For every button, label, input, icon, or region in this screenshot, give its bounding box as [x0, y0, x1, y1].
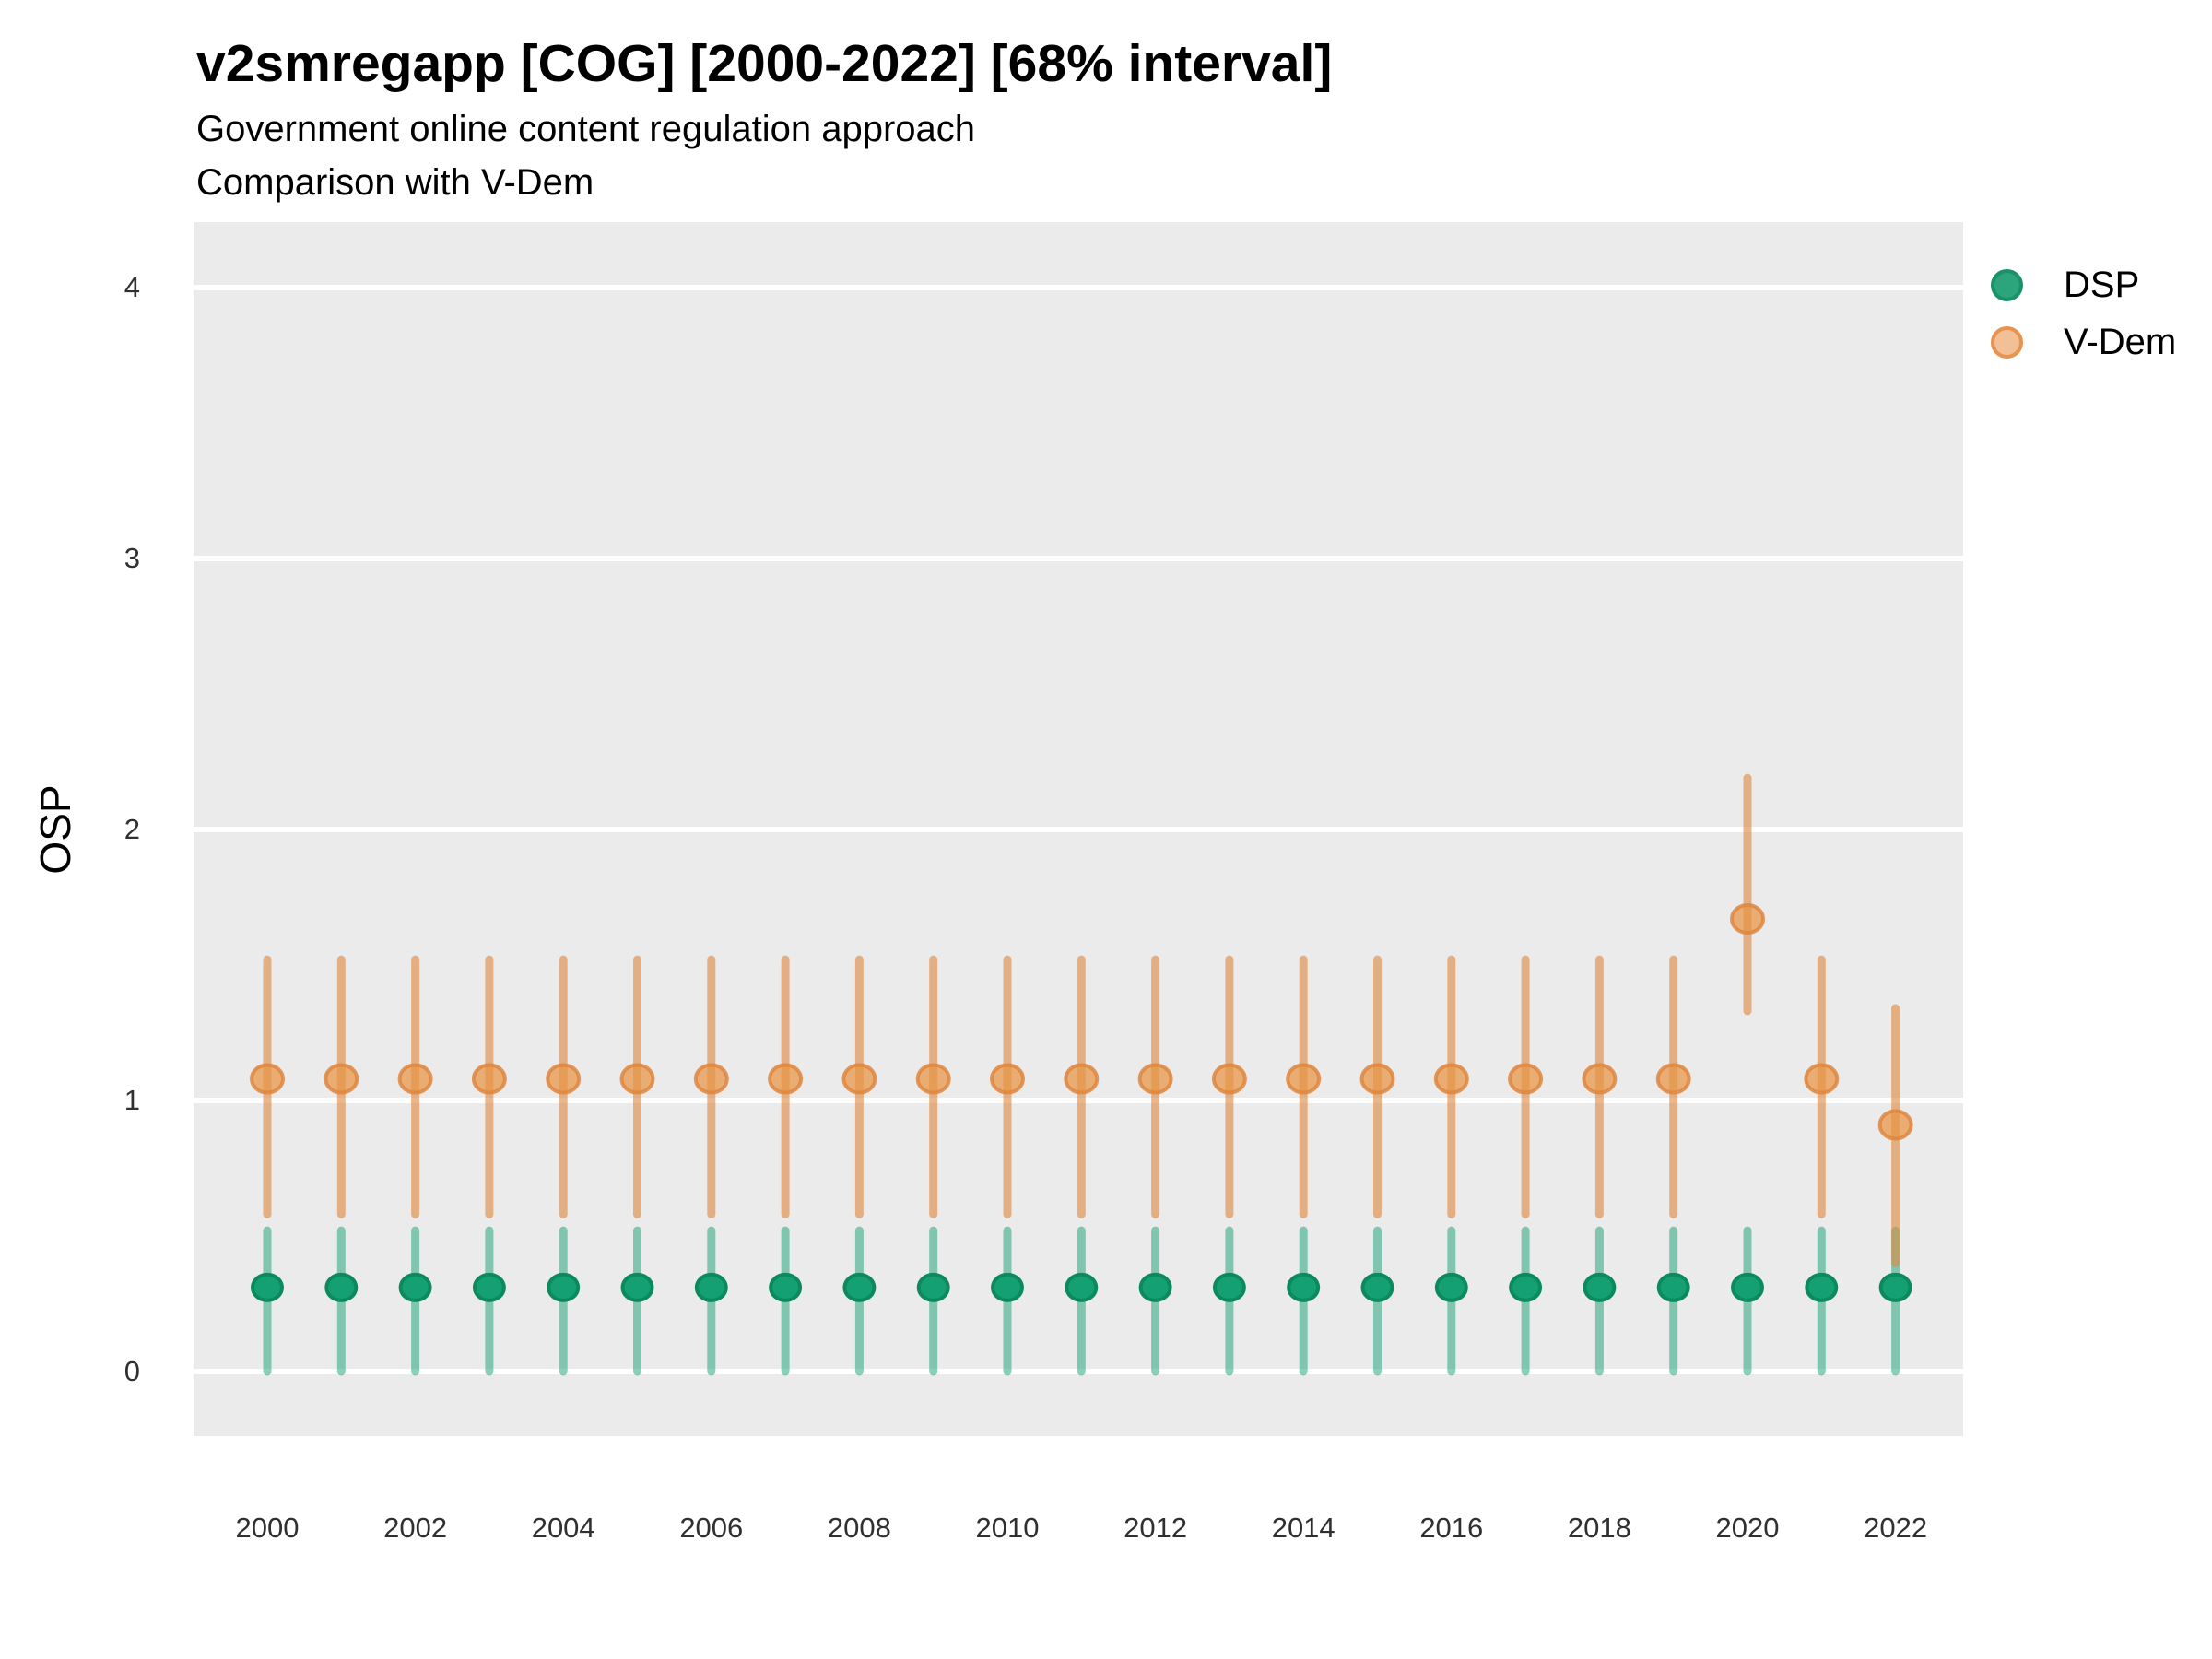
vdem-point-2012: [1137, 1063, 1173, 1095]
legend-label: V-Dem: [2064, 322, 2177, 362]
vdem-point-2008: [841, 1063, 877, 1095]
dsp-point-2000: [251, 1272, 284, 1302]
dsp-point-2022: [1878, 1272, 1912, 1302]
dsp-point-2021: [1805, 1272, 1839, 1302]
dsp-point-2003: [472, 1272, 506, 1302]
x-tick-label-2006: 2006: [679, 1512, 744, 1544]
dsp-point-2007: [769, 1272, 803, 1302]
vdem-point-2009: [915, 1063, 951, 1095]
gridline-y-2: [194, 827, 1963, 832]
vdem-point-2006: [693, 1063, 729, 1095]
dsp-point-2010: [991, 1272, 1024, 1302]
y-tick-label-0: 0: [124, 1355, 140, 1387]
dsp-point-2014: [1287, 1272, 1321, 1302]
vdem-point-2016: [1433, 1063, 1469, 1095]
vdem-point-2010: [990, 1063, 1025, 1095]
dsp-point-2017: [1509, 1272, 1543, 1302]
dsp-point-2016: [1434, 1272, 1468, 1302]
dsp-point-2019: [1656, 1272, 1690, 1302]
vdem-point-2000: [250, 1063, 285, 1095]
x-tick-label-2000: 2000: [235, 1512, 300, 1544]
legend-dot-icon: [1991, 268, 2023, 301]
vdem-point-2019: [1655, 1063, 1691, 1095]
chart-subtitle-line1: Government online content regulation app…: [196, 109, 975, 149]
y-tick-label-3: 3: [124, 542, 140, 574]
dsp-point-2020: [1731, 1272, 1764, 1302]
vdem-point-2003: [471, 1063, 507, 1095]
x-tick-label-2016: 2016: [1419, 1512, 1484, 1544]
dsp-point-2002: [398, 1272, 432, 1302]
vdem-point-2002: [397, 1063, 433, 1095]
legend-dot-icon: [1991, 325, 2023, 359]
dsp-point-2015: [1360, 1272, 1394, 1302]
dsp-point-2009: [916, 1272, 950, 1302]
vdem-point-2004: [546, 1063, 582, 1095]
vdem-point-2022: [1877, 1109, 1913, 1141]
x-tick-label-2018: 2018: [1567, 1512, 1631, 1544]
x-tick-label-2014: 2014: [1271, 1512, 1335, 1544]
chart-title: v2smregapp [COG] [2000-2022] [68% interv…: [196, 34, 1333, 93]
dsp-point-2018: [1583, 1272, 1617, 1302]
y-tick-label-2: 2: [124, 813, 140, 845]
vdem-point-2015: [1359, 1063, 1395, 1095]
vdem-point-2014: [1286, 1063, 1322, 1095]
y-tick-label-4: 4: [124, 271, 140, 303]
x-tick-label-2008: 2008: [827, 1512, 891, 1544]
plot-area: [194, 285, 1963, 1376]
dsp-point-2008: [842, 1272, 877, 1302]
vdem-point-2013: [1211, 1063, 1247, 1095]
vdem-point-2020: [1730, 903, 1765, 935]
vdem-point-2007: [768, 1063, 804, 1095]
dsp-point-2001: [324, 1272, 359, 1302]
x-tick-label-2004: 2004: [531, 1512, 595, 1544]
dsp-point-2004: [547, 1272, 581, 1302]
dsp-point-2006: [694, 1272, 728, 1302]
legend-item-v-dem: V-Dem: [1991, 313, 2176, 371]
chart-subtitle-line2: Comparison with V-Dem: [196, 162, 594, 203]
legend: DSP V-Dem: [1991, 256, 2176, 371]
plot-panel: [194, 222, 1963, 1436]
dsp-point-2011: [1065, 1272, 1099, 1302]
vdem-point-2005: [619, 1063, 655, 1095]
y-tick-label-1: 1: [124, 1084, 140, 1116]
vdem-point-2021: [1804, 1063, 1840, 1095]
x-tick-label-2002: 2002: [383, 1512, 448, 1544]
vdem-point-2018: [1582, 1063, 1618, 1095]
vdem-point-2001: [324, 1063, 359, 1095]
x-tick-label-2020: 2020: [1715, 1512, 1780, 1544]
x-tick-label-2012: 2012: [1124, 1512, 1188, 1544]
gridline-y-3: [194, 556, 1963, 561]
legend-label: DSP: [2064, 265, 2140, 305]
gridline-y-4: [194, 285, 1963, 290]
x-tick-label-2010: 2010: [975, 1512, 1040, 1544]
dsp-point-2012: [1138, 1272, 1172, 1302]
vdem-point-2011: [1064, 1063, 1100, 1095]
vdem-point-2017: [1508, 1063, 1544, 1095]
dsp-point-2013: [1212, 1272, 1246, 1302]
dsp-point-2005: [620, 1272, 654, 1302]
x-tick-label-2022: 2022: [1864, 1512, 1928, 1544]
legend-item-dsp: DSP: [1991, 256, 2176, 313]
